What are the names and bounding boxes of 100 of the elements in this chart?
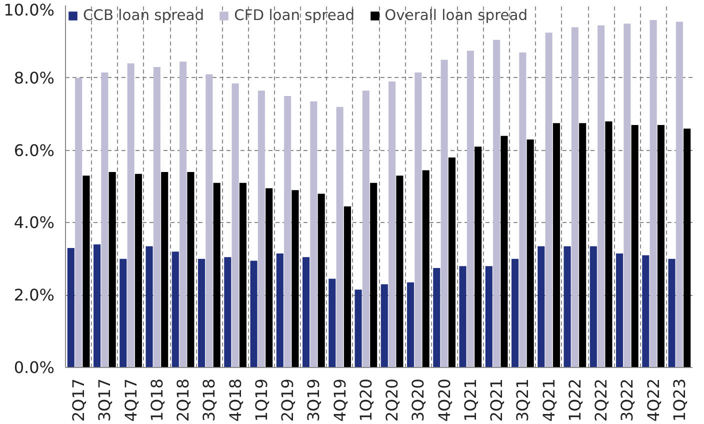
bar — [284, 96, 292, 368]
bar — [407, 282, 414, 368]
x-tick-label: 4Q18 — [226, 378, 245, 422]
bar — [336, 106, 344, 368]
bar — [485, 266, 492, 368]
bar — [108, 172, 116, 368]
bar — [538, 246, 545, 368]
bar — [552, 123, 560, 368]
bar — [474, 146, 482, 368]
bar — [493, 40, 500, 368]
bar — [459, 266, 466, 368]
x-tick-label: 3Q21 — [513, 378, 532, 422]
bar — [545, 32, 552, 368]
bar — [440, 60, 448, 368]
bar — [120, 258, 127, 368]
x-tick-label: 2Q17 — [69, 378, 88, 422]
x-tick-label: 2Q21 — [487, 378, 506, 422]
bar — [500, 136, 508, 368]
bar — [564, 246, 571, 368]
bar — [310, 101, 318, 368]
y-tick-label: 4.0% — [14, 213, 55, 232]
bar — [650, 20, 657, 368]
bar — [433, 268, 440, 368]
bar — [172, 252, 179, 368]
bar — [276, 253, 284, 368]
bar — [67, 248, 74, 368]
bar — [388, 82, 396, 368]
x-tick-label: 1Q18 — [147, 378, 166, 422]
bar — [642, 255, 650, 368]
bar — [250, 260, 258, 368]
x-tick-label: 4Q19 — [330, 378, 350, 422]
y-tick-label: 10.0% — [4, 0, 54, 20]
bar — [266, 188, 273, 368]
bar — [161, 172, 168, 368]
legend-label: CFD loan spread — [234, 7, 355, 24]
bar — [448, 158, 456, 368]
bar — [232, 83, 239, 368]
x-tick-label: 3Q18 — [200, 378, 219, 422]
x-tick-label: 3Q19 — [304, 378, 324, 422]
bar — [571, 27, 578, 368]
bar — [302, 257, 310, 368]
bar — [519, 52, 526, 368]
x-tick-label: 2Q19 — [278, 378, 298, 422]
bar — [101, 72, 108, 368]
bar — [344, 206, 351, 368]
bar — [206, 74, 213, 368]
x-tick-label: 3Q17 — [95, 378, 114, 422]
bar — [657, 124, 664, 368]
bar — [239, 182, 246, 368]
y-tick-label: 2.0% — [14, 286, 55, 305]
bar — [362, 90, 370, 368]
bar — [579, 123, 586, 368]
x-tick-label: 4Q21 — [539, 378, 558, 422]
x-tick-label: 4Q20 — [434, 378, 454, 422]
x-tick-label: 1Q19 — [252, 378, 271, 422]
bar — [598, 25, 605, 368]
bar — [94, 244, 101, 368]
bar — [590, 246, 597, 368]
x-tick-label: 4Q22 — [644, 378, 663, 422]
bar — [414, 72, 422, 368]
bar — [676, 22, 683, 368]
bar — [631, 124, 638, 368]
bar — [127, 63, 134, 368]
bar — [134, 174, 142, 368]
bar — [82, 176, 90, 368]
x-tick-label: 2Q22 — [592, 378, 611, 422]
bar — [224, 257, 232, 368]
bar — [292, 190, 299, 368]
x-tick-label: 3Q20 — [408, 378, 428, 422]
bar — [605, 121, 612, 368]
bar — [466, 50, 474, 368]
bar — [258, 90, 265, 368]
bar — [153, 67, 160, 368]
bar — [684, 128, 691, 368]
bar — [328, 278, 336, 368]
bar — [180, 62, 187, 368]
y-tick-label: 0.0% — [14, 358, 55, 377]
bar — [354, 290, 362, 368]
bar — [512, 258, 519, 368]
bar — [187, 172, 194, 368]
bar — [213, 182, 220, 368]
bar — [380, 284, 388, 368]
y-tick-label: 8.0% — [14, 68, 55, 88]
x-tick-label: 1Q21 — [460, 378, 480, 422]
x-tick-label: 4Q17 — [121, 378, 140, 422]
bar — [75, 78, 82, 368]
x-tick-label: 2Q18 — [174, 378, 193, 422]
x-tick-label: 2Q20 — [382, 378, 402, 422]
x-tick-label: 3Q22 — [618, 378, 637, 422]
bar — [526, 139, 534, 368]
legend-label: Overall loan spread — [384, 7, 528, 24]
legend-label: CCB loan spread — [83, 7, 204, 24]
bar — [396, 176, 404, 368]
bar — [624, 24, 631, 368]
bar — [422, 170, 430, 368]
bar — [616, 253, 624, 368]
x-tick-label: 1Q22 — [565, 378, 584, 422]
y-tick-label: 6.0% — [14, 140, 55, 160]
bar — [198, 258, 206, 368]
bar — [318, 194, 325, 368]
